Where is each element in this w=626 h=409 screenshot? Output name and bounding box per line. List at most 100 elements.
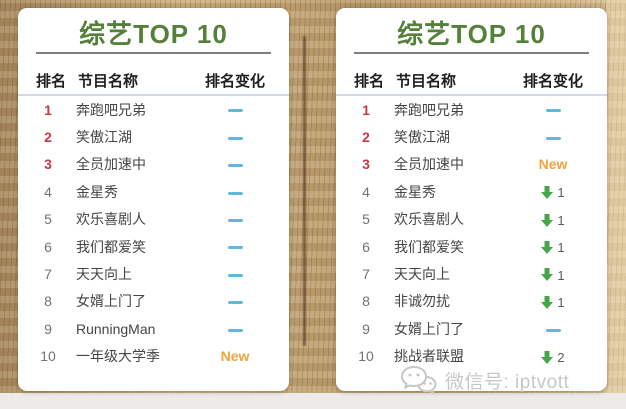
rank-change-value: 1	[557, 294, 565, 310]
program-name: 奔跑吧兄弟	[76, 101, 146, 118]
name-column-header: 节目名称	[396, 72, 457, 90]
title-divider	[36, 52, 271, 54]
wood-crack-line	[303, 36, 306, 346]
rank-change-cell	[199, 266, 271, 282]
rank-cell: 3	[44, 156, 52, 173]
no-change-dash-icon	[227, 328, 243, 332]
program-name: 笑傲江湖	[394, 129, 450, 146]
program-name: RunningMan	[76, 320, 156, 337]
rank-column-header: 排名	[35, 72, 66, 90]
table-row: 9 女婿上门了	[336, 315, 607, 342]
table-row: 1 奔跑吧兄弟	[18, 96, 289, 123]
rank-change-value: 1	[557, 212, 565, 228]
table-row: 5 欢乐喜剧人 1	[336, 206, 607, 233]
ranking-card-right: 综艺TOP 10 排名 节目名称 排名变化 1 奔跑吧兄弟 2 笑傲江湖 3 全员加速中 N…	[336, 8, 607, 391]
rank-change-cell	[199, 129, 271, 145]
no-change-dash-icon	[545, 109, 561, 113]
rank-change-cell	[517, 102, 589, 118]
program-name: 天天向上	[394, 266, 450, 283]
table-row: 2 笑傲江湖	[336, 123, 607, 150]
table-row: 7 天天向上 1	[336, 260, 607, 287]
no-change-dash-icon	[227, 219, 243, 223]
no-change-dash-icon	[227, 191, 243, 195]
rank-change-value: 1	[557, 185, 565, 201]
rank-change-cell: 1	[517, 211, 589, 228]
rank-change-cell	[199, 293, 271, 309]
rank-cell: 10	[358, 348, 374, 365]
table-row: 5 欢乐喜剧人	[18, 206, 289, 233]
table-row: 10 挑战者联盟 2	[336, 343, 607, 370]
no-change-dash-icon	[227, 164, 243, 168]
rank-change-cell: 1	[517, 293, 589, 310]
program-name: 奔跑吧兄弟	[394, 101, 464, 118]
rank-change-cell: 1	[517, 183, 589, 200]
rank-cell: 2	[362, 129, 370, 146]
table-row: 10 一年级大学季 New	[18, 343, 289, 370]
rank-change-cell: 1	[517, 238, 589, 255]
rank-cell: 4	[44, 183, 52, 200]
program-name: 全员加速中	[394, 156, 464, 173]
program-name: 天天向上	[76, 266, 132, 283]
wechat-icon	[400, 365, 438, 395]
table-row: 8 女婿上门了	[18, 288, 289, 315]
watermark: 微信号: iptvott	[400, 365, 569, 395]
program-name: 欢乐喜剧人	[76, 211, 146, 228]
rank-cell: 9	[44, 320, 52, 337]
rank-change-cell	[199, 211, 271, 227]
table-header: 排名 节目名称 排名变化	[336, 66, 607, 96]
rank-change-cell: New	[517, 156, 589, 172]
no-change-dash-icon	[545, 328, 561, 332]
rank-cell: 5	[362, 211, 370, 228]
program-name: 金星秀	[394, 183, 436, 200]
rank-cell: 10	[40, 348, 56, 365]
table-row: 7 天天向上	[18, 260, 289, 287]
rank-down-icon	[541, 241, 554, 255]
new-entry-badge: New	[220, 348, 250, 365]
program-name: 金星秀	[76, 183, 118, 200]
program-name: 非诚勿扰	[394, 293, 450, 310]
rank-change-cell	[199, 102, 271, 118]
rank-change-cell: 2	[517, 348, 589, 365]
wood-light-strip	[606, 0, 626, 393]
program-name: 女婿上门了	[76, 293, 146, 310]
rank-cell: 5	[44, 211, 52, 228]
table-row: 4 金星秀	[18, 178, 289, 205]
table-row: 4 金星秀 1	[336, 178, 607, 205]
table-body: 1 奔跑吧兄弟 2 笑傲江湖 3 全员加速中 4 金星秀 5 欢乐喜剧人 6 我们都爱笑 7 天天向上 8 女…	[18, 96, 289, 370]
rank-cell: 6	[362, 238, 370, 255]
table-row: 2 笑傲江湖	[18, 123, 289, 150]
no-change-dash-icon	[227, 273, 243, 277]
rank-cell: 7	[362, 266, 370, 283]
program-name: 笑傲江湖	[76, 129, 132, 146]
rank-down-icon	[541, 268, 554, 282]
no-change-dash-icon	[545, 136, 561, 140]
rank-change-value: 1	[557, 267, 565, 283]
no-change-dash-icon	[227, 246, 243, 250]
rank-down-icon	[541, 350, 554, 364]
title-divider	[354, 52, 589, 54]
no-change-dash-icon	[227, 301, 243, 305]
rank-change-cell	[199, 321, 271, 337]
rank-change-cell: 1	[517, 266, 589, 283]
program-name: 欢乐喜剧人	[394, 211, 464, 228]
rank-cell: 8	[362, 293, 370, 310]
program-name: 女婿上门了	[394, 320, 464, 337]
new-entry-badge: New	[538, 156, 568, 173]
rank-change-cell	[517, 129, 589, 145]
card-title: 综艺TOP 10	[397, 19, 546, 49]
rank-cell: 2	[44, 129, 52, 146]
program-name: 一年级大学季	[76, 348, 160, 365]
program-name: 我们都爱笑	[394, 238, 464, 255]
rank-change-cell	[199, 184, 271, 200]
rank-cell: 1	[362, 101, 370, 118]
table-row: 9 RunningMan	[18, 315, 289, 342]
rank-change-cell	[517, 321, 589, 337]
no-change-dash-icon	[227, 136, 243, 140]
table-row: 3 全员加速中	[18, 151, 289, 178]
rank-change-value: 1	[557, 240, 565, 256]
ranking-card-left: 综艺TOP 10 排名 节目名称 排名变化 1 奔跑吧兄弟 2 笑傲江湖 3 全员加速中 4…	[18, 8, 289, 391]
rank-cell: 6	[44, 238, 52, 255]
program-name: 挑战者联盟	[394, 348, 464, 365]
rank-down-icon	[541, 213, 554, 227]
table-header: 排名 节目名称 排名变化	[18, 66, 289, 96]
